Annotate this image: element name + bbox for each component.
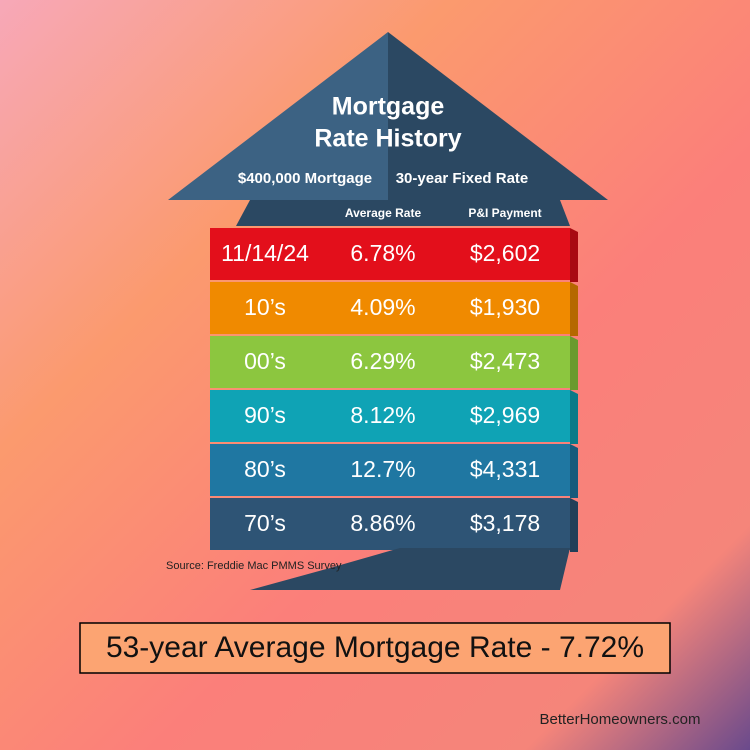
cell: 10’s	[244, 294, 286, 320]
cell: $2,602	[470, 240, 540, 266]
row-edge	[570, 282, 578, 336]
cell: $2,969	[470, 402, 540, 428]
row	[210, 444, 570, 496]
cell: 6.29%	[350, 348, 415, 374]
cell: $2,473	[470, 348, 540, 374]
cell: 00’s	[244, 348, 286, 374]
website: BetterHomeowners.com	[540, 711, 701, 728]
source: Source: Freddie Mac PMMS Survey	[166, 560, 342, 572]
row-edge	[570, 228, 578, 282]
cell: 12.7%	[350, 456, 415, 482]
row-edge	[570, 444, 578, 498]
cell: $1,930	[470, 294, 540, 320]
row	[210, 498, 570, 550]
cell: $4,331	[470, 456, 540, 482]
cell: 8.86%	[350, 510, 415, 536]
subtitle: 30-year Fixed Rate	[396, 170, 529, 187]
title-line: Rate History	[314, 125, 461, 153]
row-edge	[570, 390, 578, 444]
cell: 80’s	[244, 456, 286, 482]
title-line: Mortgage	[332, 93, 445, 121]
roof-underside	[236, 200, 570, 226]
cell: 4.09%	[350, 294, 415, 320]
base-shadow	[250, 548, 570, 590]
column-header: P&I Payment	[468, 206, 541, 220]
cell: $3,178	[470, 510, 540, 536]
cell: 70’s	[244, 510, 286, 536]
row	[210, 336, 570, 388]
cell: 11/14/24	[221, 240, 309, 266]
row	[210, 390, 570, 442]
cell: 90’s	[244, 402, 286, 428]
roof-left	[168, 32, 388, 200]
column-header: Average Rate	[345, 206, 422, 220]
row-edge	[570, 498, 578, 552]
subtitle: $400,000 Mortgage	[238, 170, 372, 187]
row	[210, 228, 570, 280]
row	[210, 282, 570, 334]
roof-right	[388, 32, 608, 200]
summary-box	[79, 622, 671, 674]
cell: 8.12%	[350, 402, 415, 428]
summary: 53-year Average Mortgage Rate - 7.72%	[106, 631, 644, 664]
row-edge	[570, 336, 578, 390]
cell: 6.78%	[350, 240, 415, 266]
table: 11/14/24 6.78% $2,602 10’s 4.09% $1,930 00’s 6.…	[210, 228, 578, 552]
